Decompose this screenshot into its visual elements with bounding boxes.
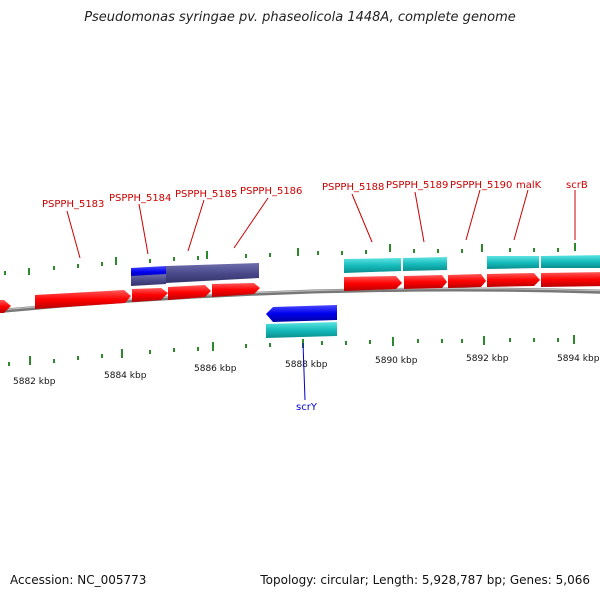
gene-arrow[interactable] bbox=[404, 275, 447, 289]
cds-block[interactable] bbox=[403, 257, 447, 271]
gene-labels: PSPPH_5183 PSPPH_5184 PSPPH_5185 PSPPH_5… bbox=[42, 180, 588, 413]
gene-label: PSPPH_5190 bbox=[450, 180, 512, 191]
scale-label: 5894 kbp bbox=[557, 354, 600, 364]
scale-labels: 5882 kbp 5884 kbp 5886 kbp 5888 kbp 5890… bbox=[13, 354, 600, 387]
cds-block[interactable] bbox=[344, 258, 401, 273]
gene-arrow[interactable] bbox=[541, 272, 600, 287]
gene-label: malK bbox=[516, 180, 542, 191]
accession-text: Accession: NC_005773 bbox=[10, 573, 147, 587]
gene-arrow[interactable] bbox=[487, 273, 540, 287]
scale-label: 5888 kbp bbox=[285, 360, 328, 370]
cds-block[interactable] bbox=[131, 274, 166, 286]
scale-label: 5890 kbp bbox=[375, 356, 418, 366]
reverse-gene-track bbox=[266, 305, 337, 338]
forward-cds-track bbox=[344, 255, 600, 273]
gene-label: PSPPH_5185 bbox=[175, 189, 237, 200]
gene-arrow[interactable] bbox=[344, 276, 402, 291]
scale-label: 5892 kbp bbox=[466, 354, 509, 364]
gene-label: PSPPH_5184 bbox=[109, 193, 171, 204]
genome-info-text: Topology: circular; Length: 5,928,787 bp… bbox=[260, 573, 590, 587]
scale-label: 5884 kbp bbox=[104, 371, 147, 381]
gene-arrow[interactable] bbox=[168, 285, 211, 300]
gene-arrow[interactable] bbox=[212, 283, 260, 297]
lower-tick-ring bbox=[8, 335, 575, 366]
cds-block[interactable] bbox=[266, 322, 337, 338]
overlap-cds-track bbox=[131, 263, 259, 286]
forward-gene-track bbox=[0, 272, 600, 313]
scale-label: 5882 kbp bbox=[13, 377, 56, 387]
gene-label: scrY bbox=[296, 402, 318, 413]
gene-label: PSPPH_5186 bbox=[240, 186, 302, 197]
gene-arrow[interactable] bbox=[0, 300, 11, 313]
upper-tick-ring bbox=[4, 243, 576, 275]
cds-block[interactable] bbox=[487, 256, 539, 269]
cds-block[interactable] bbox=[541, 255, 600, 268]
gene-arrow[interactable] bbox=[35, 290, 131, 309]
scale-label: 5886 kbp bbox=[194, 364, 237, 374]
gene-label: PSPPH_5183 bbox=[42, 199, 104, 210]
label-leader-lines bbox=[66, 189, 576, 401]
map-title: Pseudomonas syringae pv. phaseolicola 14… bbox=[84, 10, 516, 25]
gene-label: PSPPH_5188 bbox=[322, 182, 384, 193]
gene-arrow[interactable] bbox=[448, 274, 486, 288]
cds-block[interactable] bbox=[166, 263, 259, 283]
gene-arrow[interactable] bbox=[132, 288, 168, 302]
gene-label: PSPPH_5189 bbox=[386, 180, 448, 191]
gene-label: scrB bbox=[566, 180, 588, 191]
gene-arrow[interactable] bbox=[266, 305, 337, 322]
